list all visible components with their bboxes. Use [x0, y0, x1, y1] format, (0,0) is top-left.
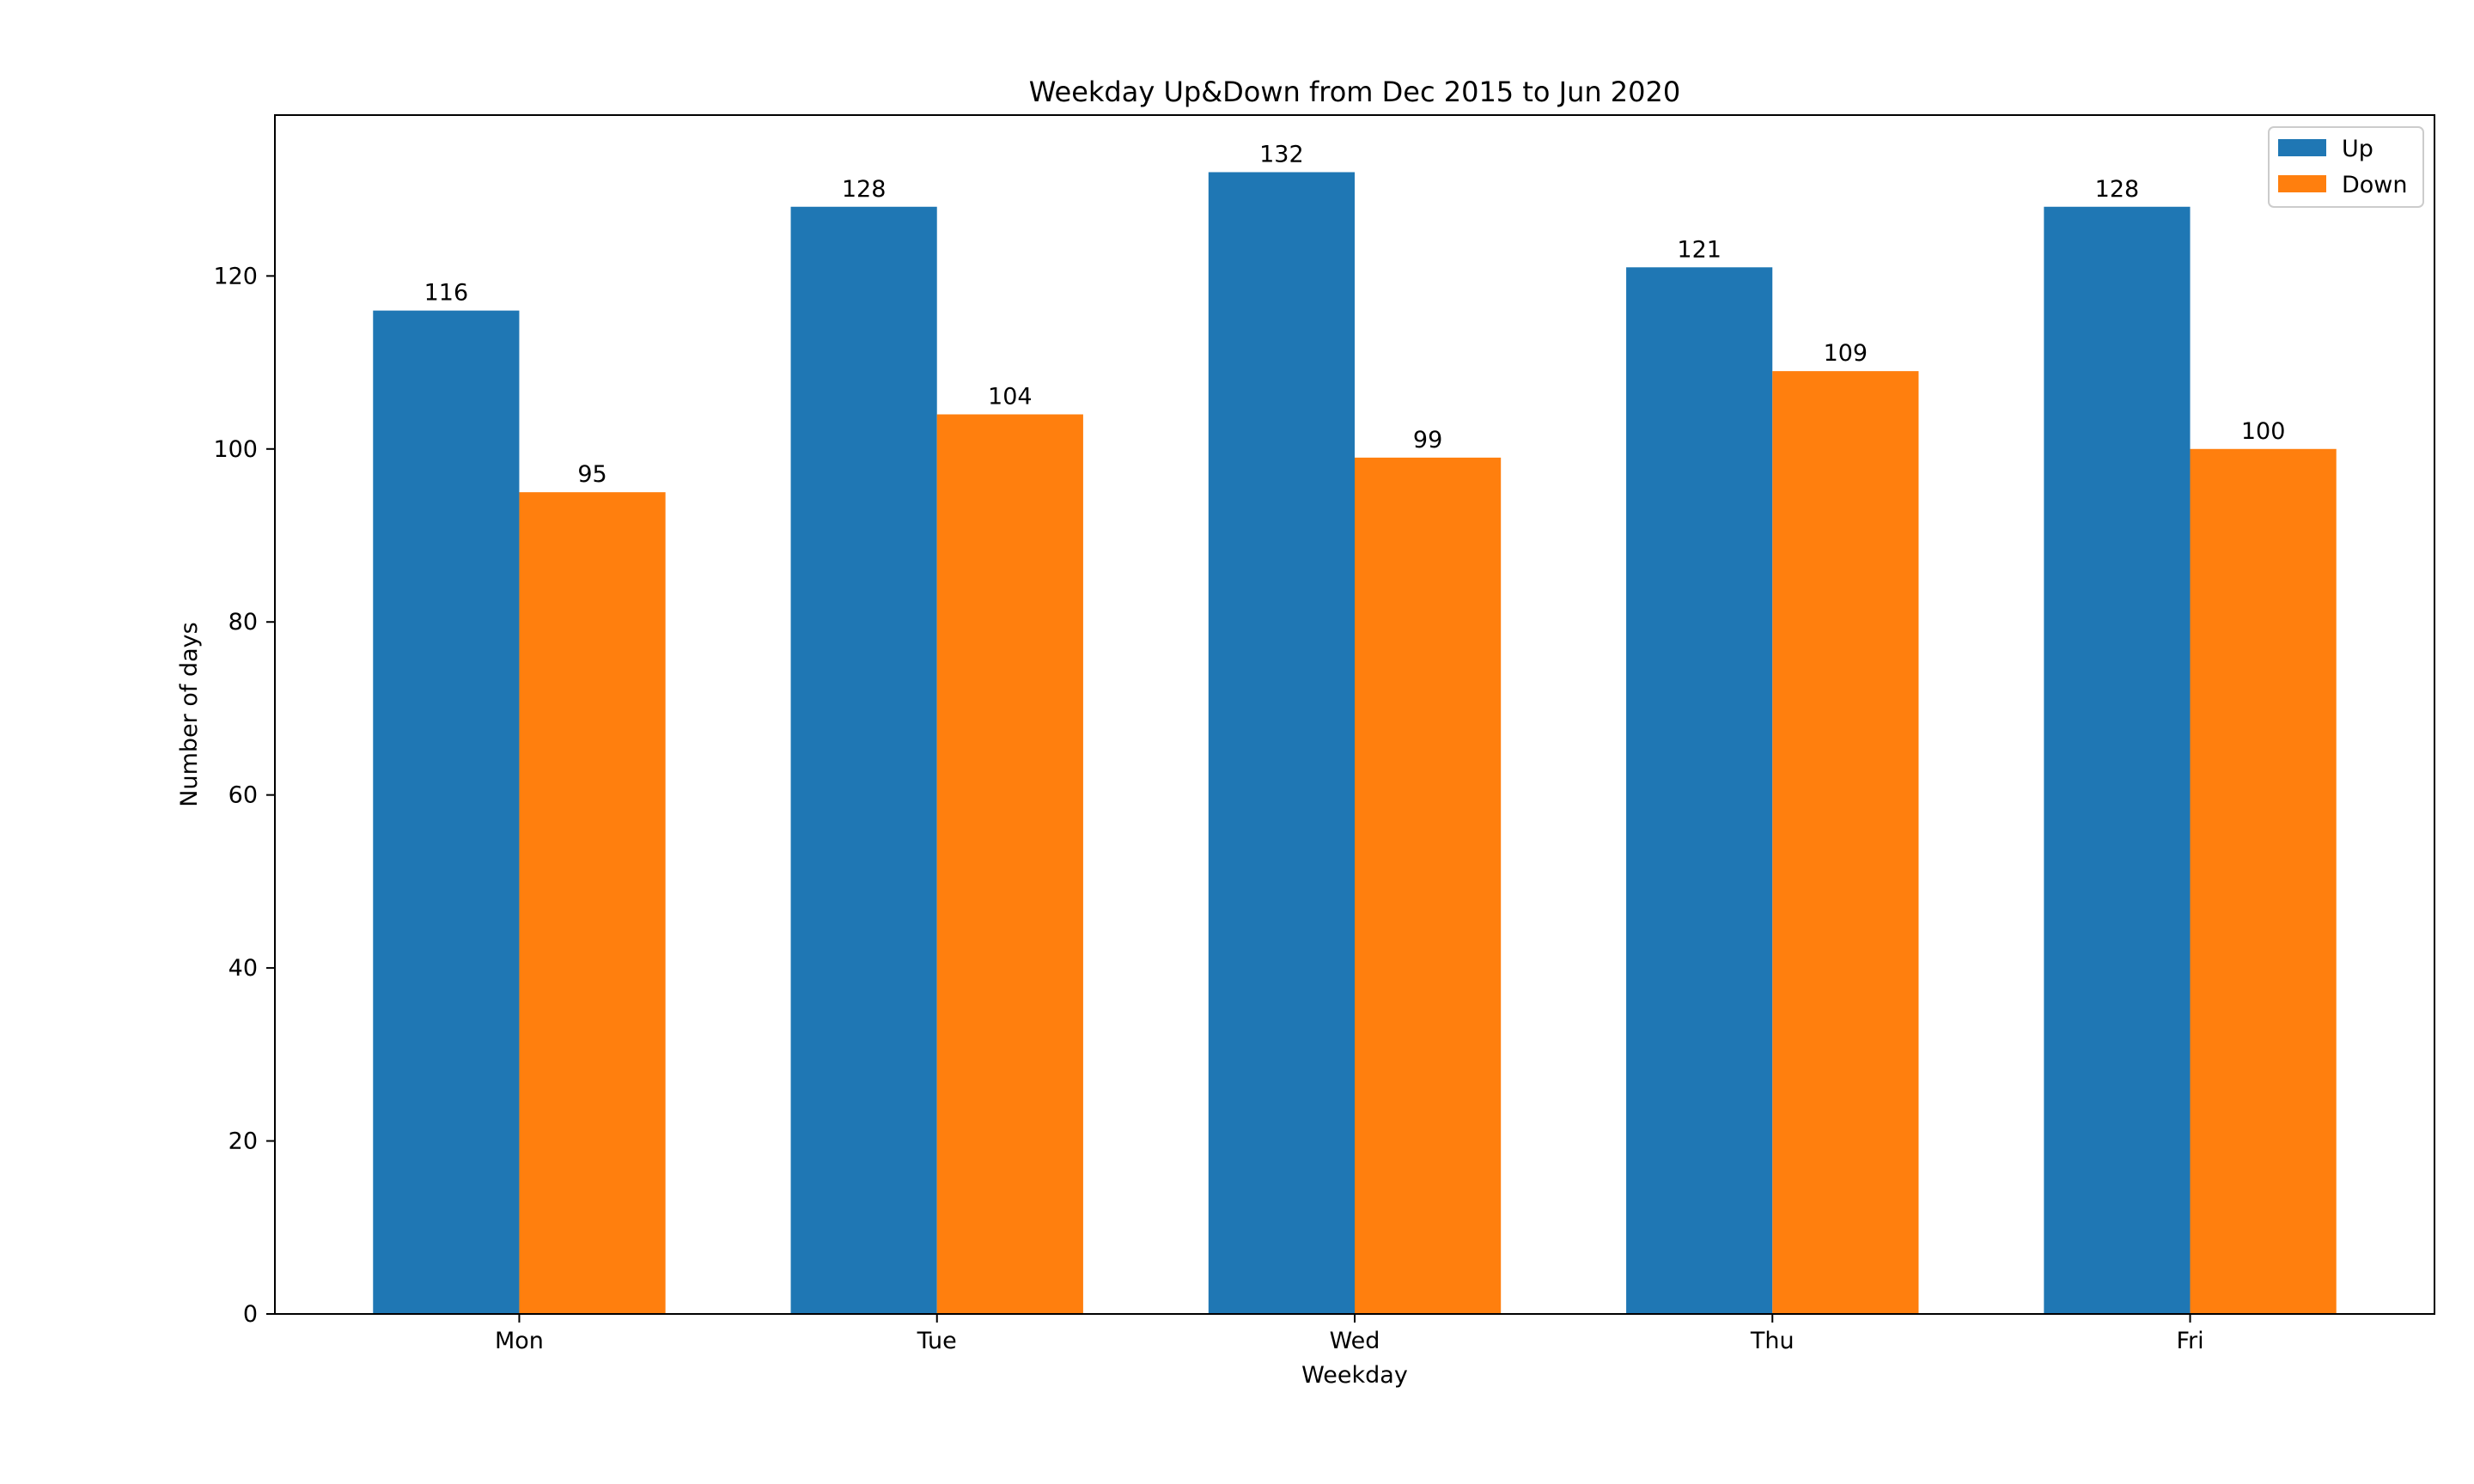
y-tick-label: 80	[229, 609, 258, 636]
data-label-up-mon: 116	[424, 280, 469, 307]
data-label-up-fri: 128	[2095, 176, 2140, 203]
data-label-down-wed: 99	[1413, 427, 1442, 453]
x-axis: Mon Tue Wed Thu Fri	[495, 1314, 2204, 1354]
data-label-up-thu: 121	[1677, 236, 1721, 263]
data-label-down-tue: 104	[988, 384, 1033, 411]
data-label-up-wed: 132	[1259, 141, 1304, 167]
data-labels-layer: 116 128 132 121 128 95 104 99 109 100	[424, 141, 2286, 488]
x-tick-label-wed: Wed	[1330, 1328, 1380, 1354]
legend-label-up: Up	[2342, 136, 2373, 162]
bar-down-tue	[936, 414, 1083, 1314]
y-tick-label: 120	[213, 263, 258, 289]
chart-title: Weekday Up&Down from Dec 2015 to Jun 202…	[1029, 76, 1680, 108]
y-tick-label: 100	[213, 436, 258, 463]
bars-layer	[373, 172, 2337, 1315]
bar-up-tue	[790, 206, 937, 1314]
bar-up-fri	[2044, 206, 2191, 1314]
bar-down-thu	[1772, 371, 1919, 1314]
data-label-down-thu: 109	[1824, 340, 1868, 367]
bar-down-fri	[2190, 448, 2337, 1314]
y-tick-label: 60	[229, 782, 258, 809]
legend-label-down: Down	[2342, 172, 2408, 198]
y-axis-label: Number of days	[176, 622, 203, 806]
legend-swatch-up	[2278, 139, 2326, 156]
legend-swatch-down	[2278, 175, 2326, 192]
y-tick-label: 20	[229, 1128, 258, 1155]
bar-down-mon	[519, 492, 666, 1314]
bar-down-wed	[1355, 457, 1502, 1314]
x-tick-label-mon: Mon	[495, 1328, 544, 1354]
bar-up-thu	[1626, 267, 1773, 1314]
bar-up-mon	[373, 310, 520, 1314]
y-axis: 0 20 40 60 80 100 120	[213, 263, 275, 1328]
data-label-down-fri: 100	[2241, 418, 2286, 445]
legend: Up Down	[2268, 126, 2424, 208]
x-tick-label-fri: Fri	[2176, 1328, 2203, 1354]
data-label-down-mon: 95	[577, 461, 606, 488]
x-axis-label: Weekday	[1301, 1362, 1408, 1389]
x-tick-label-thu: Thu	[1750, 1328, 1795, 1354]
y-tick-label: 40	[229, 955, 258, 982]
bar-up-wed	[1208, 172, 1355, 1315]
y-tick-label: 0	[243, 1301, 258, 1328]
x-tick-label-tue: Tue	[917, 1328, 957, 1354]
data-label-up-tue: 128	[842, 176, 887, 203]
